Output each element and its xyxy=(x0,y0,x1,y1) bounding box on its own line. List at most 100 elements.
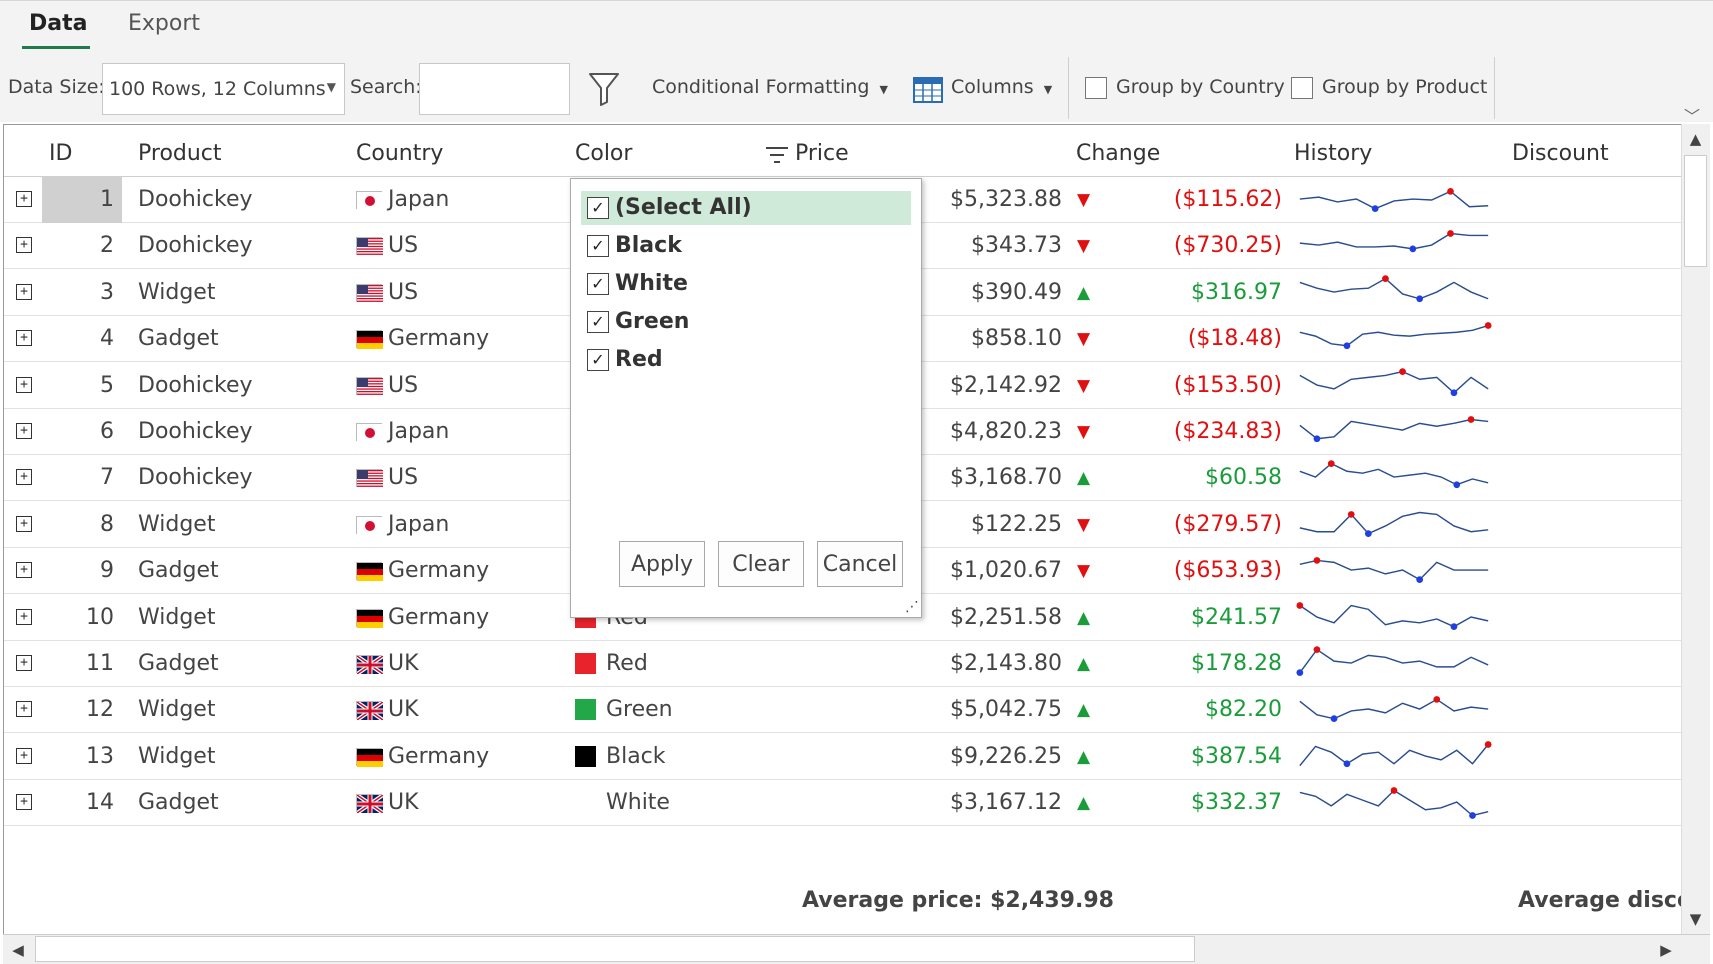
sparkline-low-point xyxy=(1450,388,1458,396)
cell-country: US xyxy=(388,233,419,259)
checkbox-checked-icon[interactable]: ✓ xyxy=(587,349,609,371)
filter-option-black[interactable]: ✓ Black xyxy=(581,229,911,263)
header-country[interactable]: Country xyxy=(356,141,444,166)
header-change[interactable]: Change xyxy=(1076,141,1161,166)
columns-button[interactable]: Columns ▼ xyxy=(951,76,1052,98)
trend-up-icon: ▲ xyxy=(1077,468,1091,489)
cell-price: $3,167.12 xyxy=(950,790,1062,816)
scroll-left-icon[interactable]: ◀ xyxy=(12,941,24,959)
header-color[interactable]: Color xyxy=(575,141,633,166)
column-filter-icon[interactable] xyxy=(765,145,789,167)
dropdown-arrow-icon: ▼ xyxy=(1043,83,1053,96)
expand-row-icon[interactable]: + xyxy=(16,330,32,347)
filter-icon[interactable] xyxy=(588,71,620,107)
table-row[interactable]: +11 Gadget UK Red $2,143.80 ▲ $178.28 xyxy=(4,641,1685,687)
cell-change: $178.28 xyxy=(1191,651,1282,676)
history-sparkline xyxy=(1299,510,1489,537)
cell-color: White xyxy=(606,790,670,816)
expand-row-icon[interactable]: + xyxy=(16,191,32,207)
cell-id: 14 xyxy=(86,790,114,816)
group-by-product-checkbox[interactable] xyxy=(1291,77,1313,99)
search-label: Search: xyxy=(350,76,422,98)
cell-country: Germany xyxy=(388,604,490,630)
flag-icon xyxy=(356,237,383,257)
tab-export[interactable]: Export xyxy=(128,11,201,36)
history-sparkline xyxy=(1299,557,1489,584)
expand-row-icon[interactable]: + xyxy=(16,701,32,718)
toolbar-divider xyxy=(1068,57,1069,119)
expand-row-icon[interactable]: + xyxy=(16,608,32,625)
filter-option-green[interactable]: ✓ Green xyxy=(581,305,911,339)
sparkline-low-point xyxy=(1296,669,1304,677)
sparkline-high-point xyxy=(1399,367,1406,375)
filter-option-white[interactable]: ✓ White xyxy=(581,267,911,301)
flag-icon xyxy=(356,515,383,535)
trend-down-icon: ▼ xyxy=(1077,422,1091,442)
sparkline-high-point xyxy=(1433,696,1441,704)
group-by-country-checkbox[interactable] xyxy=(1085,77,1107,99)
header-price[interactable]: Price xyxy=(795,141,849,166)
horizontal-scroll-thumb[interactable] xyxy=(35,936,1195,962)
data-size-dropdown[interactable]: 100 Rows, 12 Columns ▼ xyxy=(102,63,345,115)
scroll-right-icon[interactable]: ▶ xyxy=(1660,941,1672,959)
cell-price: $2,251.58 xyxy=(950,604,1062,630)
collapse-ribbon-icon[interactable]: ﹀ xyxy=(1684,107,1701,126)
cell-id: 2 xyxy=(100,233,114,259)
resize-grip-icon[interactable]: ⋰ xyxy=(905,599,919,615)
flag-icon xyxy=(356,330,383,350)
filter-option-red[interactable]: ✓ Red xyxy=(581,343,911,377)
expand-row-icon[interactable]: + xyxy=(16,655,32,671)
cell-change: ($18.48) xyxy=(1187,326,1282,352)
filter-option-select-all[interactable]: ✓ (Select All) xyxy=(581,191,911,225)
cell-id: 4 xyxy=(100,326,114,352)
filter-option-label: (Select All) xyxy=(615,195,752,220)
summary-average-discount: Average discou xyxy=(1518,888,1708,913)
checkbox-checked-icon[interactable]: ✓ xyxy=(587,273,609,295)
checkbox-checked-icon[interactable]: ✓ xyxy=(587,311,609,333)
expand-row-icon[interactable]: + xyxy=(16,423,32,439)
scroll-up-icon[interactable]: ▲ xyxy=(1689,130,1702,148)
vertical-scroll-thumb[interactable] xyxy=(1684,155,1707,267)
cell-change: $332.37 xyxy=(1191,790,1282,816)
header-history[interactable]: History xyxy=(1294,141,1373,166)
cell-change: $316.97 xyxy=(1191,279,1282,305)
expand-row-icon[interactable]: + xyxy=(16,562,32,579)
checkbox-checked-icon[interactable]: ✓ xyxy=(587,235,609,257)
expand-row-icon[interactable]: + xyxy=(16,376,32,393)
cell-product: Doohickey xyxy=(138,419,253,444)
cell-price: $5,042.75 xyxy=(950,697,1062,723)
cell-price: $5,323.88 xyxy=(950,187,1062,212)
table-row[interactable]: +5 Doohickey US $2,142.92 ▼ ($153.50) xyxy=(4,363,1685,409)
expand-row-icon[interactable]: + xyxy=(16,794,32,811)
tab-data[interactable]: Data xyxy=(29,11,88,36)
expand-row-icon[interactable]: + xyxy=(16,469,32,486)
conditional-formatting-button[interactable]: Conditional Formatting ▼ xyxy=(652,76,888,98)
table-row[interactable]: +13 Widget Germany Black $9,226.25 ▲ $387.54 xyxy=(4,734,1685,780)
table-row[interactable]: +14 Gadget UK White $3,167.12 ▲ $332.37 xyxy=(4,780,1685,827)
table-row[interactable]: +12 Widget UK Green $5,042.75 ▲ $82.20 xyxy=(4,687,1685,734)
clear-button[interactable]: Clear xyxy=(718,541,804,587)
trend-up-icon: ▲ xyxy=(1077,746,1091,767)
flag-icon xyxy=(356,283,383,303)
data-size-label: Data Size: xyxy=(8,76,105,98)
header-discount[interactable]: Discount xyxy=(1512,141,1609,166)
sparkline-high-point xyxy=(1467,416,1475,423)
header-id[interactable]: ID xyxy=(49,141,73,166)
search-input[interactable] xyxy=(419,63,570,115)
expand-row-icon[interactable]: + xyxy=(16,283,32,300)
table-row[interactable]: +4 Gadget Germany $858.10 ▼ ($18.48) xyxy=(4,316,1685,363)
checkbox-checked-icon[interactable]: ✓ xyxy=(587,197,609,219)
cancel-button[interactable]: Cancel xyxy=(817,541,903,587)
sparkline-high-point xyxy=(1390,787,1398,795)
chevron-down-icon: ▼ xyxy=(326,80,336,94)
expand-row-icon[interactable]: + xyxy=(16,237,32,254)
cell-id: 5 xyxy=(100,372,114,398)
expand-row-icon[interactable]: + xyxy=(16,515,32,532)
apply-button[interactable]: Apply xyxy=(619,541,705,587)
toolbar-divider xyxy=(1494,57,1495,119)
expand-row-icon[interactable]: + xyxy=(16,747,32,764)
scroll-down-icon[interactable]: ▼ xyxy=(1689,910,1702,928)
trend-up-icon: ▲ xyxy=(1077,700,1091,721)
sparkline-low-point xyxy=(1416,576,1424,584)
header-product[interactable]: Product xyxy=(138,141,222,166)
